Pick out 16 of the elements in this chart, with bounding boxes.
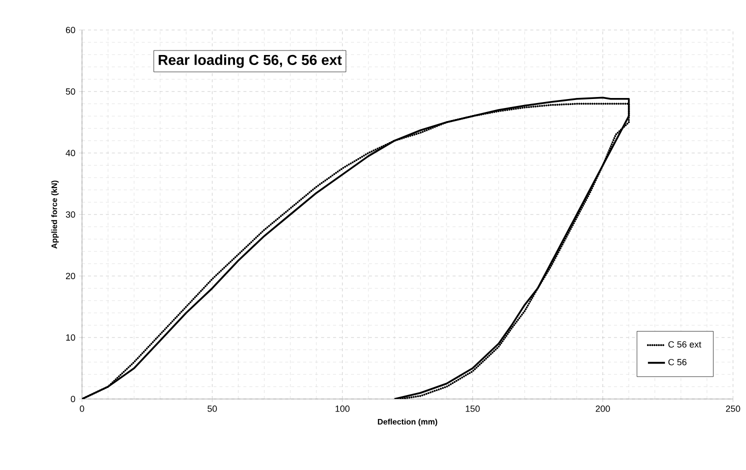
x-tick-label: 250 [726, 406, 740, 412]
y-tick-label: 60 [66, 26, 76, 34]
y-tick-label: 40 [66, 150, 76, 156]
legend-label: C 56 ext [668, 341, 702, 348]
y-tick-label: 10 [66, 334, 76, 341]
y-tick-label: 50 [66, 88, 76, 95]
x-tick-label: 100 [336, 406, 350, 412]
text: Rear loading C 56, C 56 ext [158, 54, 342, 68]
x-tick-label: 0 [80, 406, 84, 412]
x-tick-label: 50 [208, 406, 217, 412]
y-tick-label: 30 [66, 211, 76, 218]
x-tick-label: 200 [596, 406, 610, 412]
legend-label: C 56 [668, 358, 686, 366]
y-tick-label: 20 [66, 272, 76, 280]
x-tick-label: 150 [466, 406, 480, 412]
y-tick-label: 0 [70, 396, 76, 402]
